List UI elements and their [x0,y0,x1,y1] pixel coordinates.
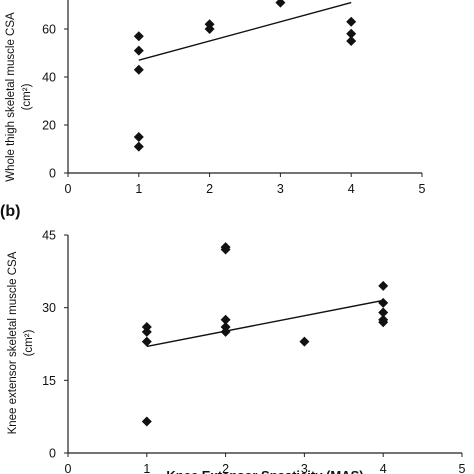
trendline [146,299,384,348]
y-tick-label: 0 [49,447,56,461]
y-axis-label: Knee extensor skeletal muscle CSA [7,251,19,434]
data-point [220,314,231,325]
x-tick-label: 3 [301,462,308,474]
data-point [378,307,389,318]
data-point [378,317,389,328]
data-point [346,28,357,39]
y-tick-label: 45 [42,229,56,243]
data-point [133,141,144,152]
data-point [141,326,152,337]
y-tick-label: 60 [42,23,56,37]
x-tick-label: 1 [135,182,142,196]
y-tick-label: 0 [49,167,56,181]
trendline [138,1,352,61]
y-axis-unit: (cm²) [21,83,33,110]
panel-label: (b) [0,203,20,220]
data-point [141,416,152,427]
y-tick-label: 15 [42,374,56,388]
y-axis-unit: (cm²) [23,329,35,356]
data-point [141,336,152,347]
y-tick-label: 20 [42,119,56,133]
data-point [133,132,144,142]
data-point [220,326,231,337]
y-axis-label: Whole thigh skeletal muscle CSA [5,12,17,182]
data-point [275,0,286,8]
chart-panel-1: 0 1 2 3 4 5 0 20 40 60 Whole thigh skeletal muscle… [5,0,426,196]
data-point [346,16,357,27]
x-axis-label: Knee Extensor Spasticity (MAS) [166,468,363,474]
y-tick-label: 30 [42,301,56,315]
data-point [378,280,389,291]
x-tick-label: 5 [419,182,426,196]
x-tick-label: 3 [277,182,284,196]
x-tick-label: 5 [459,462,466,474]
data-point [220,244,231,255]
x-tick-label: 4 [380,462,387,474]
x-tick-label: 2 [222,462,229,474]
data-point [346,36,357,46]
x-tick-label: 1 [143,462,150,474]
data-point [204,24,215,34]
x-tick-label: 0 [65,462,72,474]
data-point [299,336,310,347]
data-point [133,45,144,56]
y-tick-label: 40 [42,71,56,85]
x-tick-label: 0 [65,182,72,196]
x-tick-label: 4 [348,182,355,196]
data-point [133,64,144,75]
data-point [133,31,144,42]
data-point [378,297,389,308]
x-tick-label: 2 [206,182,213,196]
